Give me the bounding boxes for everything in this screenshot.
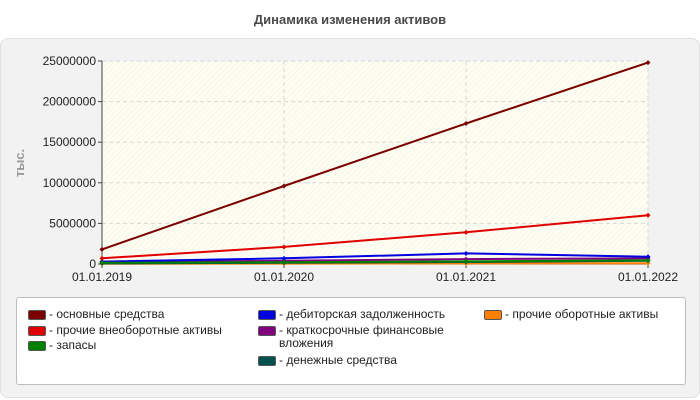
legend-label: - основные средства [49,307,165,321]
data-point [463,250,469,256]
legend-label: - дебиторская задолженность [279,307,446,321]
x-tick-label: 01.01.2019 [72,270,132,284]
legend-item-1: - прочие внеоборотные активы [28,324,243,337]
legend-item-4: - краткосрочные финансовые вложения [258,324,473,350]
x-tick-label: 01.01.2021 [436,270,496,284]
y-tick-label: 25000000 [43,54,97,68]
legend-item-0: - основные средства [28,308,243,321]
data-point [281,255,287,261]
legend-swatch [28,341,46,351]
legend-item-6: - прочие оборотные активы [484,308,684,321]
series-line-0 [101,61,649,251]
legend-swatch [258,356,276,366]
y-tick-label: 10000000 [43,176,97,190]
plot-area [102,61,648,264]
legend-item-3: - дебиторская задолженность [258,308,473,321]
legend-swatch [484,310,502,320]
data-point [99,260,105,266]
series-line-1 [101,214,649,260]
x-tick-label: 01.01.2020 [254,270,314,284]
chart-title: Динамика изменения активов [253,12,447,27]
x-axis: 01.01.2019 01.01.2020 01.01.2021 01.01.2022 [72,263,678,284]
legend-label: - запасы [49,338,97,352]
legend-item-5: - денежные средства [258,354,473,367]
series-line-3 [101,252,649,263]
series-line-2 [101,259,649,264]
data-point [463,229,469,235]
legend-swatch [258,310,276,320]
y-tick-label: 15000000 [43,135,97,149]
data-point [645,60,651,66]
data-point [645,254,651,260]
y-tick-label: 5000000 [49,216,96,230]
series-lines [99,60,651,267]
data-point [281,259,287,265]
legend-swatch [28,310,46,320]
legend-swatch [28,326,46,336]
data-point [645,260,651,266]
data-point [99,246,105,252]
legend-item-2: - запасы [28,339,243,352]
x-tick-label: 01.01.2022 [618,270,678,284]
legend: - основные средства - прочие внеоборотны… [16,297,686,385]
y-axis-label: тыс. [12,149,27,177]
legend-label: - краткосрочные финансовые вложения [279,323,444,350]
y-tick-label: 0 [89,257,96,271]
data-point [281,244,287,250]
legend-swatch [258,326,276,336]
data-point [645,212,651,218]
data-point [463,121,469,127]
legend-label: - денежные средства [279,353,397,367]
data-point [645,257,651,263]
y-tick-label: 20000000 [43,95,97,109]
grid [102,60,649,265]
legend-label: - прочие внеоборотные активы [49,323,222,337]
data-point [99,255,105,261]
data-point [281,183,287,189]
data-point [463,258,469,264]
y-axis: 0 5000000 10000000 15000000 20000000 25000000 [43,54,103,271]
legend-label: - прочие оборотные активы [505,307,659,321]
